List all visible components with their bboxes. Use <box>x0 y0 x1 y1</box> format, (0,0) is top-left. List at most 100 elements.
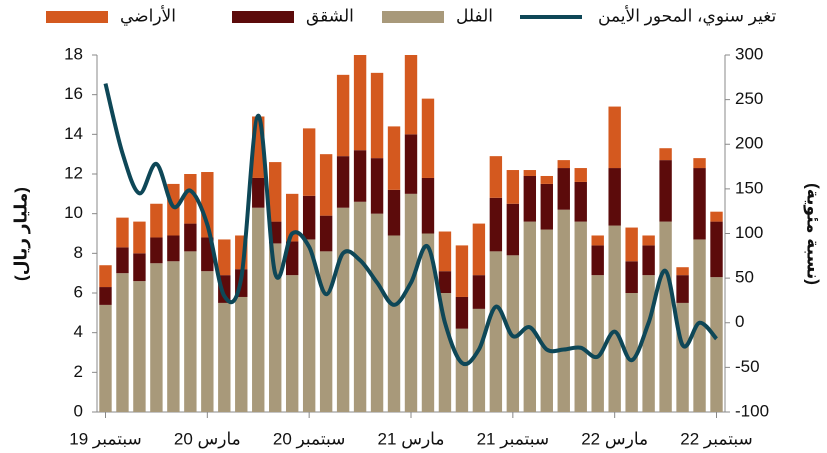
bar-segment <box>625 261 638 293</box>
x-tick-label: مارس 20 <box>174 429 241 448</box>
y-tick-label: 6 <box>74 282 83 301</box>
bar-segment <box>489 156 503 198</box>
bar-segment <box>184 251 197 412</box>
bar-segment <box>150 203 163 238</box>
legend-label: الفلل <box>456 6 493 25</box>
bar-segment <box>336 156 350 208</box>
bar-segment <box>676 275 689 303</box>
bar-segment <box>116 217 129 248</box>
bar-segment <box>438 271 452 293</box>
x-tick-label: مارس 21 <box>378 429 445 448</box>
bar-segment <box>319 154 333 216</box>
bar-segment <box>285 275 299 412</box>
bar-segment <box>184 223 197 252</box>
bar-segment <box>167 261 180 412</box>
bar-segment <box>540 175 553 184</box>
bar-segment <box>387 235 401 412</box>
bar-segment <box>455 328 469 412</box>
bar-segment <box>659 160 672 222</box>
bar-segment <box>591 235 604 246</box>
y-tick-label: 2 <box>74 362 83 381</box>
bar-segment <box>540 229 553 412</box>
bar-segment <box>269 243 282 412</box>
bar-segment <box>116 273 129 412</box>
bar-segment <box>252 177 265 208</box>
bar-segment <box>336 207 350 412</box>
bar-segment <box>591 245 604 276</box>
bar-segment <box>353 55 367 151</box>
bar-segment <box>608 106 621 169</box>
x-tick-label: سبتمبر 21 <box>477 429 550 448</box>
bar-segment <box>438 293 452 412</box>
bar-segment <box>625 293 638 412</box>
legend-swatch <box>382 11 444 23</box>
bar-segment <box>523 175 537 222</box>
bar-segment <box>353 150 367 202</box>
bar-segment <box>693 168 706 240</box>
bar-segment <box>336 74 350 157</box>
bar-segment <box>455 245 469 297</box>
bar-segment <box>472 223 486 276</box>
bar-segment <box>608 168 621 226</box>
bar-segment <box>608 225 621 412</box>
bar-segment <box>642 275 655 412</box>
bar-segment <box>642 235 655 246</box>
bar-segment <box>99 265 112 288</box>
bar-segment <box>693 158 706 169</box>
bar-segment <box>472 275 486 309</box>
legend-label: تغير سنوي، المحور الأيمن <box>598 5 776 26</box>
y-tick-label: 0 <box>74 401 83 420</box>
legend-label: الأراضي <box>120 5 176 26</box>
bar-segment <box>319 215 333 252</box>
bar-segment <box>285 193 299 242</box>
bar-segment <box>370 158 384 214</box>
bar-segment <box>676 267 689 276</box>
y2-tick-label: 200 <box>735 134 763 153</box>
bar-segment <box>404 193 418 412</box>
y2-tick-label: 50 <box>735 268 754 287</box>
bar-segment <box>370 213 384 412</box>
bar-segment <box>252 207 265 412</box>
bar-segment <box>472 308 486 412</box>
bar-segment <box>557 168 570 210</box>
bar-segment <box>133 221 146 254</box>
legend-swatch <box>232 11 294 23</box>
y-tick-label: 8 <box>74 243 83 262</box>
bar-segment <box>489 197 503 252</box>
y2-tick-label: -50 <box>735 357 760 376</box>
bar-segment <box>302 239 316 412</box>
legend-label: الشقق <box>306 6 354 25</box>
bar-segment <box>591 275 604 412</box>
bar-segment <box>625 227 638 262</box>
legend-swatch <box>46 11 108 23</box>
y2-axis-label: (نسبة مئوية) <box>803 183 823 285</box>
bar-segment <box>710 211 723 222</box>
y-axis-label: (مليار ريال) <box>11 187 30 281</box>
bar-segment <box>235 296 248 412</box>
bar-segment <box>574 221 587 412</box>
bar-segment <box>201 271 214 412</box>
bar-segment <box>302 128 316 196</box>
bar-segment <box>387 189 401 236</box>
bar-segment <box>659 148 672 161</box>
line <box>103 83 719 367</box>
y2-tick-label: -100 <box>735 401 769 420</box>
y-tick-label: 14 <box>64 124 83 143</box>
bar-segment <box>710 221 723 278</box>
y2-tick-label: 250 <box>735 89 763 108</box>
bar-segment <box>353 201 367 412</box>
bar-segment <box>99 287 112 305</box>
bar-segment <box>150 237 163 264</box>
bar-segment <box>421 98 435 178</box>
bar-segment <box>421 233 435 412</box>
y2-tick-label: 150 <box>735 178 763 197</box>
bar-segment <box>642 245 655 276</box>
bar-segment <box>285 241 299 276</box>
bar-segment <box>489 251 503 412</box>
bar-segment <box>218 239 231 276</box>
x-tick-label: سبتمبر 22 <box>680 429 753 448</box>
bar-segment <box>710 277 723 412</box>
bar-segment <box>116 247 129 274</box>
bar-segment <box>218 302 231 412</box>
